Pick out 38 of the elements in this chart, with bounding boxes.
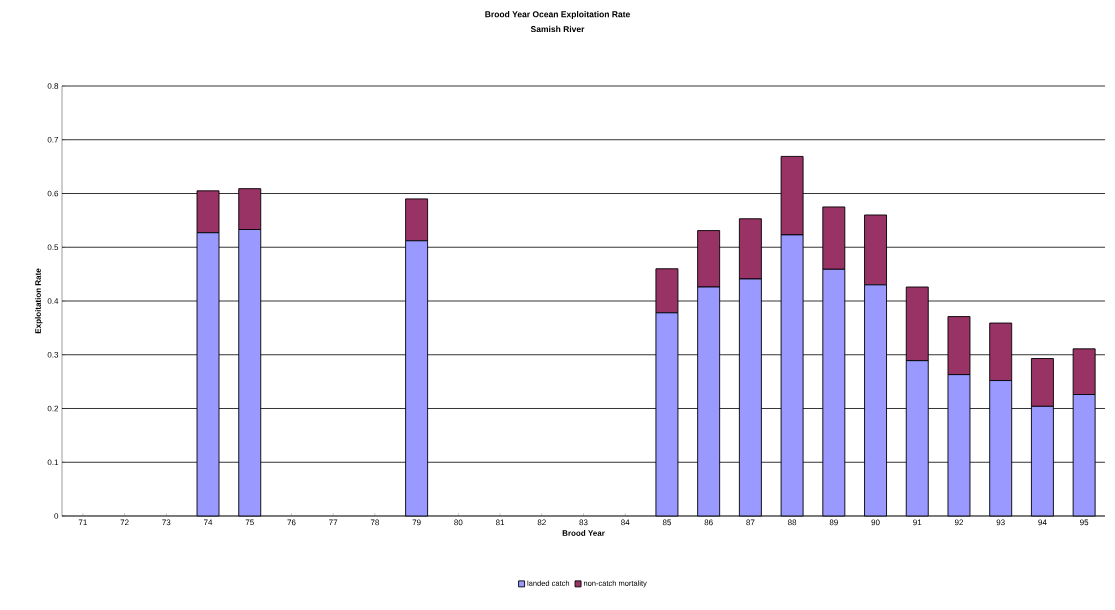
x-tick-label: 73	[162, 519, 171, 526]
x-tick-label: 84	[621, 519, 630, 526]
x-tick-label: 95	[1080, 519, 1089, 526]
x-tick-label: 81	[495, 519, 505, 526]
y-tick-label: 0.3	[47, 351, 59, 358]
x-tick-label: 80	[454, 519, 463, 526]
x-tick-label: 88	[787, 519, 797, 526]
x-tick-label: 83	[579, 519, 588, 526]
x-tick-label: 72	[120, 519, 129, 526]
x-tick-label: 78	[370, 519, 379, 526]
y-tick-label: 0.6	[47, 190, 59, 197]
x-tick-label: 91	[913, 519, 922, 526]
y-tick-label: 0.8	[47, 83, 59, 89]
x-tick-label: 89	[829, 519, 838, 526]
x-tick-label: 79	[412, 519, 421, 526]
chart-subtitle: Samish River	[530, 25, 585, 33]
chart-title: Brood Year Ocean Exploitation Rate	[485, 11, 630, 19]
x-axis-title: Brood Year	[562, 530, 605, 536]
x-tick-label: 90	[871, 519, 880, 526]
y-tick-label: 0.4	[47, 298, 59, 304]
y-tick-label: 0.1	[47, 459, 59, 466]
x-tick-label: 77	[329, 519, 338, 526]
y-axis-title: Exploitation Rate	[35, 268, 43, 334]
x-tick-label: 82	[537, 519, 546, 526]
y-tick-label: 0	[54, 513, 59, 519]
x-tick-label: 74	[203, 519, 213, 526]
x-tick-label: 71	[78, 519, 87, 526]
x-tick-label: 76	[287, 519, 296, 526]
x-tick-label: 86	[704, 519, 713, 526]
x-tick-label: 87	[746, 519, 755, 526]
x-tick-label: 92	[954, 519, 964, 526]
x-tick-label: 93	[996, 519, 1005, 526]
x-tick-label: 75	[245, 519, 254, 526]
x-tick-label: 85	[662, 519, 672, 526]
y-tick-label: 0.5	[47, 244, 59, 251]
x-tick-label: 94	[1038, 519, 1047, 526]
y-tick-label: 0.7	[47, 136, 59, 143]
y-tick-label: 0.2	[47, 405, 59, 412]
